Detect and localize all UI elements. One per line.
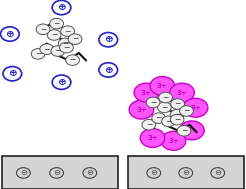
Text: −: − <box>51 30 57 40</box>
Circle shape <box>50 168 63 178</box>
Text: ⊖: ⊖ <box>86 168 93 177</box>
Bar <box>2 156 118 189</box>
Circle shape <box>170 83 194 102</box>
Circle shape <box>157 102 171 113</box>
Text: −: − <box>174 115 180 124</box>
Text: −: − <box>162 93 169 102</box>
Circle shape <box>171 99 184 109</box>
Text: −: − <box>35 49 41 58</box>
Text: −: − <box>181 126 187 135</box>
Text: 3+: 3+ <box>141 90 152 96</box>
Text: ⊕: ⊕ <box>5 29 14 39</box>
Text: −: − <box>183 106 190 115</box>
Circle shape <box>51 46 65 56</box>
Text: ⊖: ⊖ <box>150 168 157 177</box>
Circle shape <box>40 44 54 54</box>
Circle shape <box>52 75 71 89</box>
Text: ⊖: ⊖ <box>214 168 221 177</box>
Circle shape <box>146 97 160 108</box>
Text: −: − <box>146 120 152 129</box>
Text: ⊕: ⊕ <box>57 2 66 12</box>
Circle shape <box>50 18 63 29</box>
Circle shape <box>0 27 19 41</box>
Text: −: − <box>72 35 78 44</box>
Text: −: − <box>63 43 70 52</box>
Text: −: − <box>40 25 46 34</box>
Text: −: − <box>53 19 60 28</box>
Text: −: − <box>161 103 168 112</box>
Circle shape <box>99 63 118 77</box>
Circle shape <box>60 42 73 53</box>
Text: −: − <box>174 99 181 108</box>
Circle shape <box>47 30 61 40</box>
Circle shape <box>180 106 193 116</box>
Circle shape <box>3 67 22 81</box>
Circle shape <box>147 168 161 178</box>
Circle shape <box>179 168 193 178</box>
Circle shape <box>52 0 71 15</box>
Circle shape <box>129 100 154 119</box>
Text: −: − <box>155 114 162 123</box>
Circle shape <box>170 114 184 125</box>
Text: 3+: 3+ <box>177 90 187 96</box>
Circle shape <box>150 77 175 95</box>
Text: ⊖: ⊖ <box>20 168 27 177</box>
Circle shape <box>61 26 75 36</box>
Text: ⊕: ⊕ <box>57 77 66 87</box>
Circle shape <box>68 34 82 44</box>
Text: ⊖: ⊖ <box>53 168 60 177</box>
Circle shape <box>177 125 191 136</box>
Circle shape <box>162 116 175 127</box>
Text: −: − <box>174 110 180 119</box>
Text: −: − <box>69 56 76 65</box>
Text: −: − <box>55 46 61 56</box>
Circle shape <box>170 109 184 120</box>
Text: 3+: 3+ <box>157 83 168 89</box>
Circle shape <box>16 168 30 178</box>
Text: ⊖: ⊖ <box>182 168 189 177</box>
Text: ⊕: ⊕ <box>104 65 113 74</box>
Text: −: − <box>44 45 50 54</box>
Circle shape <box>36 24 50 35</box>
Text: 3+: 3+ <box>147 135 158 141</box>
Text: −: − <box>150 98 156 107</box>
Circle shape <box>66 55 79 65</box>
Circle shape <box>140 129 165 147</box>
Circle shape <box>58 38 72 49</box>
Bar <box>128 156 244 189</box>
Text: −: − <box>62 39 68 48</box>
Circle shape <box>161 131 186 150</box>
Text: 3+: 3+ <box>190 105 201 111</box>
Circle shape <box>134 83 159 102</box>
Circle shape <box>183 98 208 117</box>
Text: −: − <box>165 117 172 126</box>
Circle shape <box>180 121 204 140</box>
Text: ⊕: ⊕ <box>8 68 17 78</box>
Text: ⊕: ⊕ <box>104 34 113 44</box>
Circle shape <box>152 113 166 123</box>
Text: 3+: 3+ <box>186 127 197 133</box>
Circle shape <box>159 92 172 103</box>
Circle shape <box>99 33 118 47</box>
Circle shape <box>83 168 97 178</box>
Text: −: − <box>64 27 71 36</box>
Text: 3+: 3+ <box>168 138 179 144</box>
Text: 3+: 3+ <box>136 107 147 113</box>
Circle shape <box>31 49 45 59</box>
Circle shape <box>211 168 225 178</box>
Circle shape <box>142 119 156 130</box>
